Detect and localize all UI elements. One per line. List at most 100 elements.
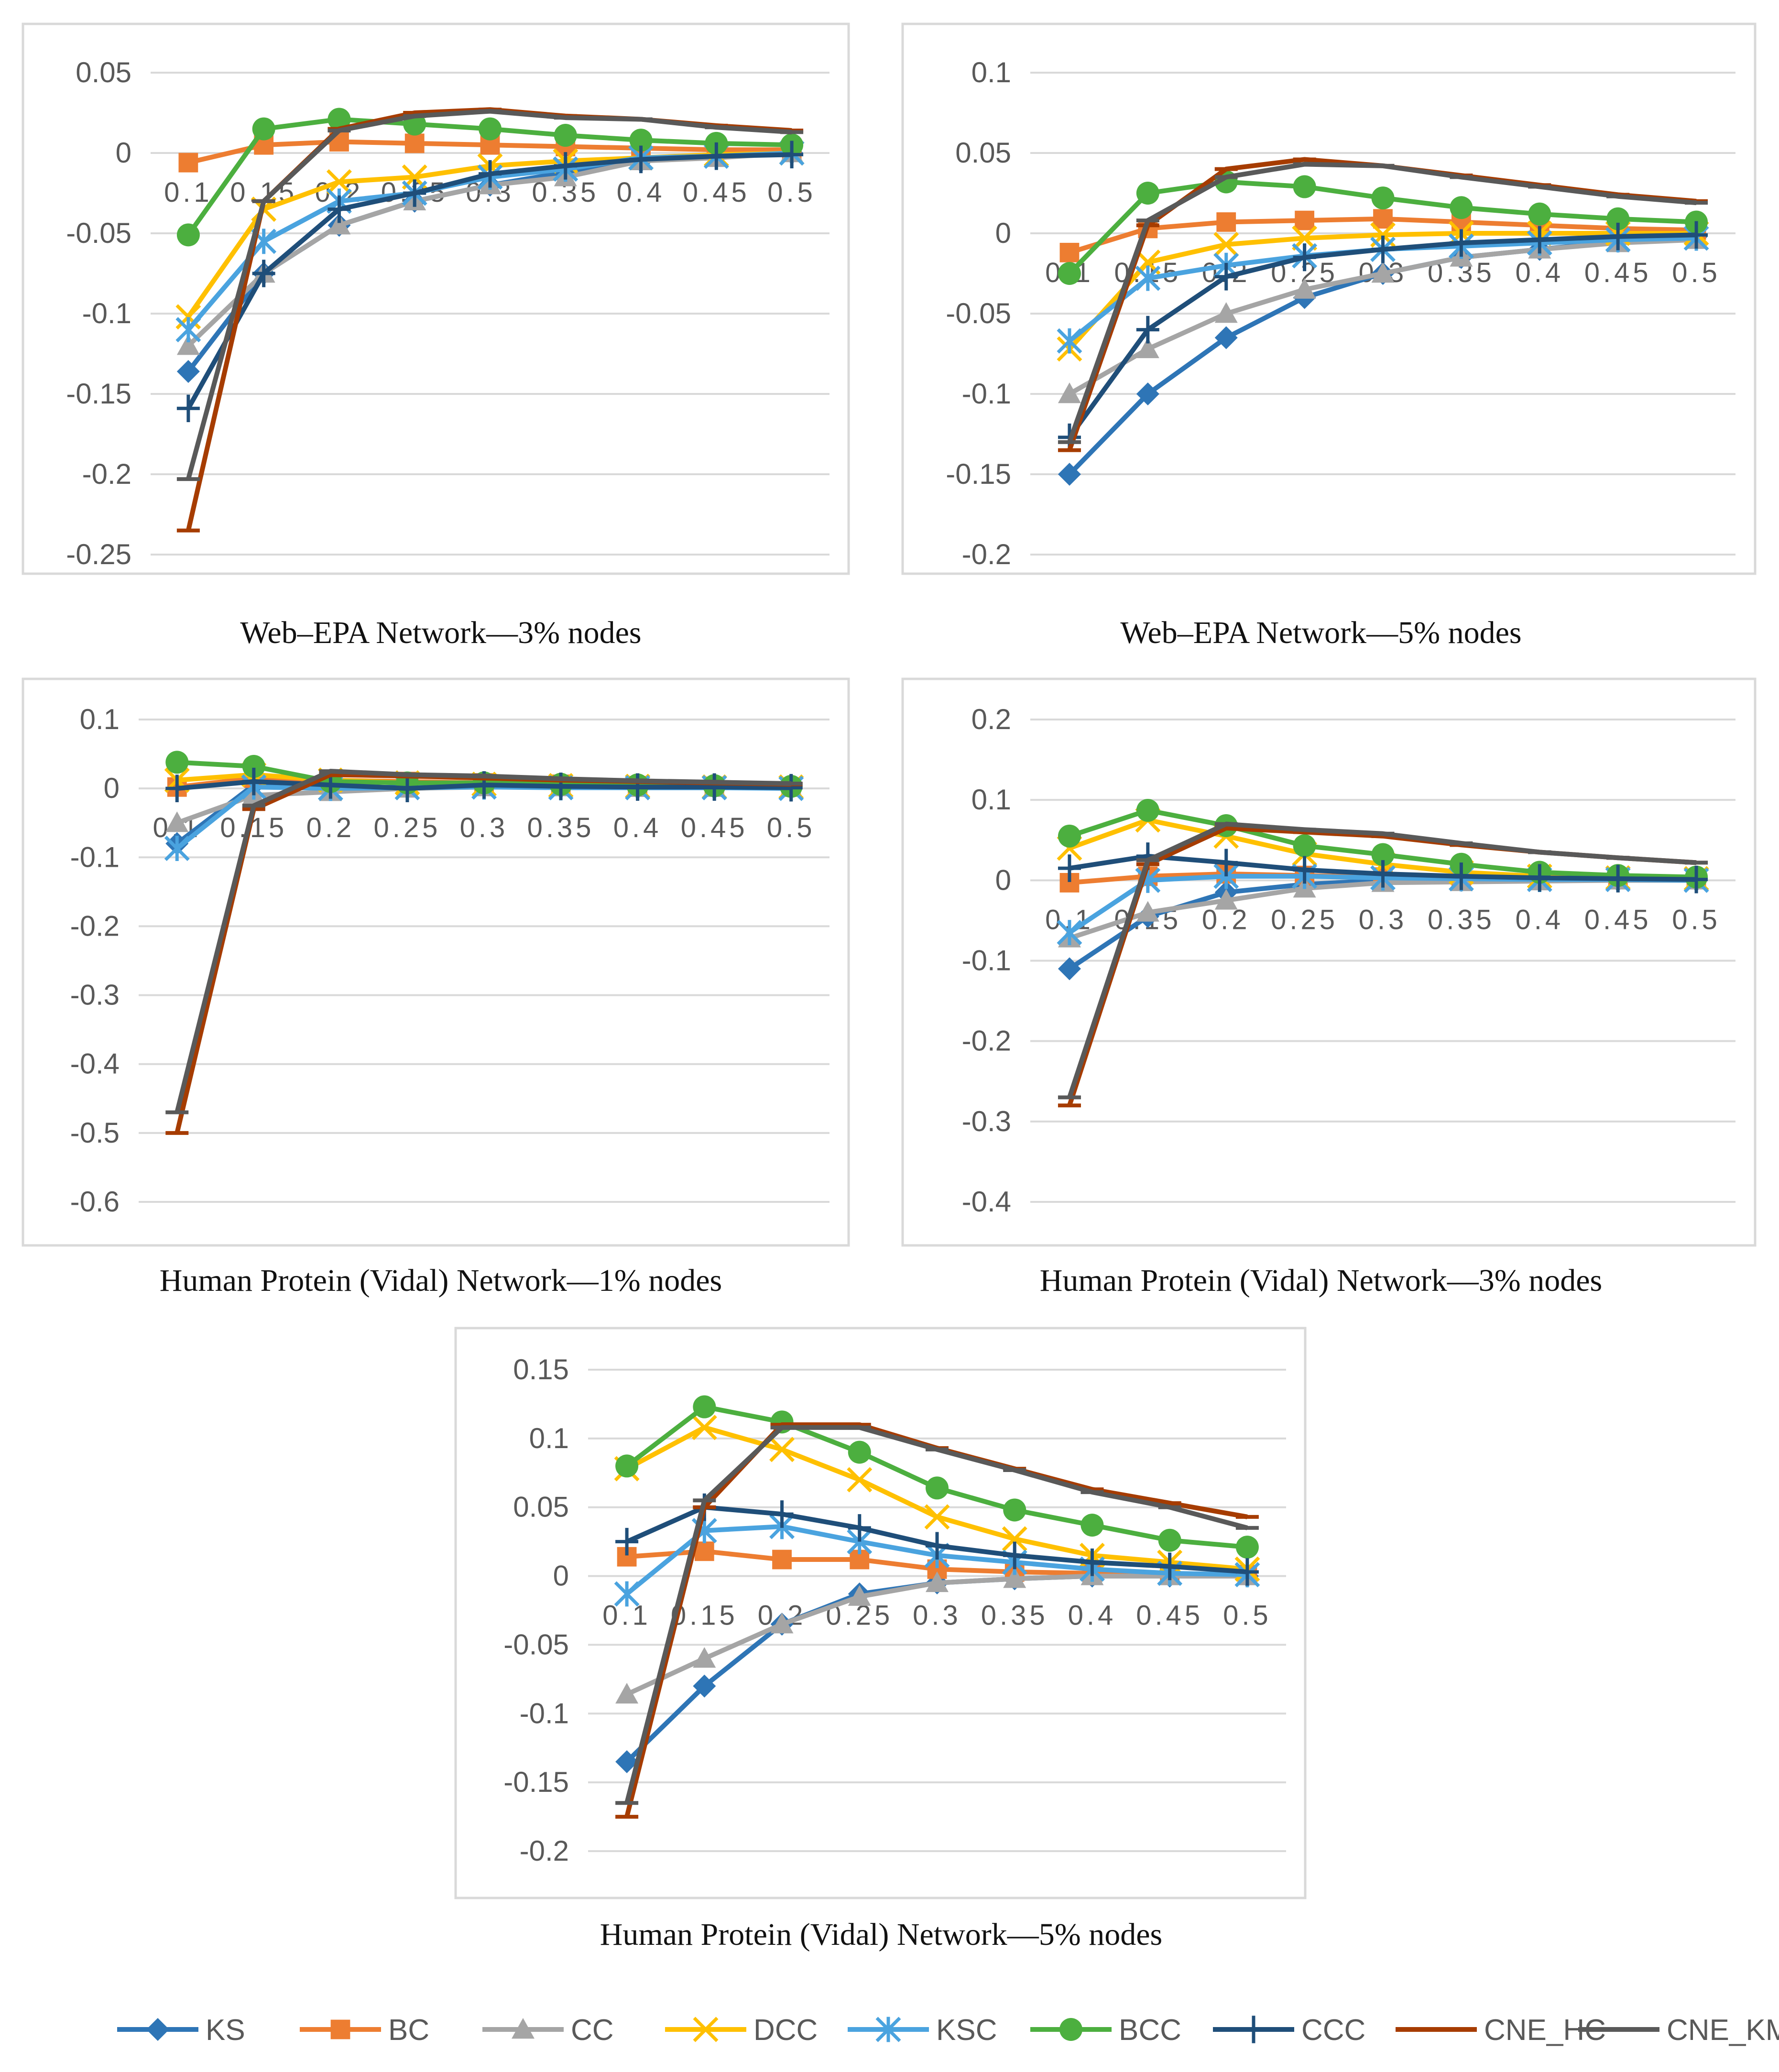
data-point bbox=[1058, 854, 1081, 882]
y-tick-label: -0.15 bbox=[66, 378, 131, 410]
legend-entry: CCC bbox=[1213, 2014, 1365, 2047]
data-point bbox=[1158, 1552, 1181, 1581]
data-point bbox=[479, 117, 502, 141]
series-cne-km bbox=[176, 109, 804, 481]
series-ccc bbox=[615, 1493, 1259, 1586]
legend-entry: KS bbox=[117, 2014, 245, 2047]
y-tick-label: 0 bbox=[995, 217, 1011, 249]
data-point bbox=[691, 1415, 717, 1440]
x-tick-label: 0.35 bbox=[981, 1600, 1048, 1631]
y-tick-label: -0.15 bbox=[946, 458, 1011, 490]
y-tick-label: 0 bbox=[995, 864, 1011, 896]
x-tick-label: 0.4 bbox=[1068, 1600, 1117, 1631]
data-point bbox=[1371, 262, 1395, 283]
x-tick-label: 0.5 bbox=[1672, 257, 1721, 288]
chart-frame bbox=[22, 22, 850, 575]
legend-marker bbox=[1242, 2016, 1265, 2043]
data-point bbox=[403, 179, 426, 207]
y-tick-label: -0.05 bbox=[503, 1628, 569, 1660]
y-tick-label: -0.05 bbox=[66, 217, 131, 249]
data-point bbox=[1293, 175, 1316, 198]
y-tick-label: -0.4 bbox=[70, 1048, 120, 1080]
series-bcc bbox=[176, 108, 804, 247]
data-point bbox=[1293, 243, 1316, 272]
chart-title: Human Protein (Vidal) Network—1% nodes bbox=[160, 1263, 722, 1298]
y-tick-label: -0.1 bbox=[962, 945, 1011, 977]
data-point bbox=[1235, 1558, 1259, 1586]
chart-frame bbox=[22, 677, 850, 1247]
data-point bbox=[1136, 337, 1159, 359]
y-tick-label: -0.3 bbox=[962, 1105, 1011, 1137]
data-point bbox=[1058, 957, 1081, 981]
data-point bbox=[626, 773, 649, 801]
data-point bbox=[1450, 196, 1473, 219]
y-tick-label: -0.6 bbox=[70, 1186, 120, 1218]
data-point bbox=[1136, 316, 1159, 344]
data-point bbox=[1292, 225, 1318, 251]
y-tick-label: 0 bbox=[116, 137, 131, 169]
legend: KS BC CC DCC KSC BCC CCC CNE_HC CNE_KM bbox=[117, 2014, 1779, 2047]
data-point bbox=[327, 108, 351, 131]
x-tick-label: 0.4 bbox=[1515, 257, 1564, 288]
data-point bbox=[1080, 1549, 1104, 1576]
data-point bbox=[175, 317, 201, 343]
data-point bbox=[615, 1683, 639, 1704]
x-tick-label: 0.25 bbox=[1271, 904, 1338, 935]
data-point bbox=[164, 836, 190, 862]
data-point bbox=[176, 394, 200, 423]
data-point bbox=[252, 260, 275, 287]
legend-label: CNE_KM bbox=[1667, 2014, 1779, 2047]
data-point bbox=[165, 811, 189, 832]
data-point bbox=[1371, 843, 1395, 866]
data-point bbox=[1058, 382, 1081, 403]
legend-label: DCC bbox=[753, 2014, 818, 2047]
data-point bbox=[926, 1476, 949, 1500]
data-point bbox=[1002, 1526, 1027, 1552]
legend-entry: DCC bbox=[665, 2014, 818, 2047]
y-tick-label: -0.2 bbox=[962, 538, 1011, 570]
legend-marker bbox=[693, 2017, 719, 2042]
data-point bbox=[694, 1541, 714, 1561]
data-point bbox=[772, 1549, 792, 1570]
x-tick-label: 0.5 bbox=[767, 812, 816, 843]
x-tick-label: 0.1 bbox=[164, 177, 213, 208]
data-point bbox=[1450, 229, 1473, 257]
data-point bbox=[1136, 182, 1159, 205]
data-point bbox=[479, 160, 502, 188]
data-point bbox=[705, 142, 728, 170]
x-tick-label: 0.4 bbox=[1515, 904, 1564, 935]
data-point bbox=[1058, 463, 1081, 486]
x-tick-label: 0.3 bbox=[1359, 904, 1408, 935]
data-point bbox=[1214, 889, 1238, 910]
data-point bbox=[175, 304, 201, 330]
x-tick-label: 0.35 bbox=[1428, 904, 1495, 935]
data-point bbox=[780, 141, 804, 169]
legend-label: CCC bbox=[1301, 2014, 1365, 2047]
data-point bbox=[176, 360, 200, 383]
data-point bbox=[1003, 1567, 1026, 1588]
data-point bbox=[693, 1395, 716, 1418]
chart-title: Web–EPA Network—3% nodes bbox=[240, 615, 641, 650]
data-point bbox=[615, 1750, 639, 1773]
x-tick-label: 0.5 bbox=[767, 177, 816, 208]
legend-marker bbox=[875, 2017, 901, 2042]
y-tick-label: -0.1 bbox=[520, 1697, 569, 1729]
chart-2: 0.10.050-0.05-0.1-0.15-0.20.10.150.20.25… bbox=[901, 22, 1757, 650]
y-tick-label: 0 bbox=[104, 772, 120, 804]
data-point bbox=[848, 1585, 871, 1606]
data-point bbox=[1528, 226, 1551, 254]
y-tick-label: -0.15 bbox=[503, 1766, 569, 1798]
series-cne-km bbox=[615, 1425, 1259, 1805]
chart-4: 0.20.10-0.1-0.2-0.3-0.40.10.150.20.250.3… bbox=[901, 677, 1757, 1298]
chart-title: Web–EPA Network—5% nodes bbox=[1120, 615, 1521, 650]
x-tick-label: 0.4 bbox=[617, 177, 666, 208]
y-tick-label: -0.1 bbox=[82, 297, 131, 329]
data-point bbox=[1059, 242, 1080, 262]
y-tick-label: -0.25 bbox=[66, 538, 131, 570]
y-tick-label: 0.05 bbox=[513, 1491, 569, 1523]
y-tick-label: -0.3 bbox=[70, 979, 120, 1011]
y-tick-label: 0.05 bbox=[76, 56, 131, 88]
x-tick-label: 0.45 bbox=[1584, 257, 1652, 288]
data-point bbox=[1058, 824, 1081, 848]
